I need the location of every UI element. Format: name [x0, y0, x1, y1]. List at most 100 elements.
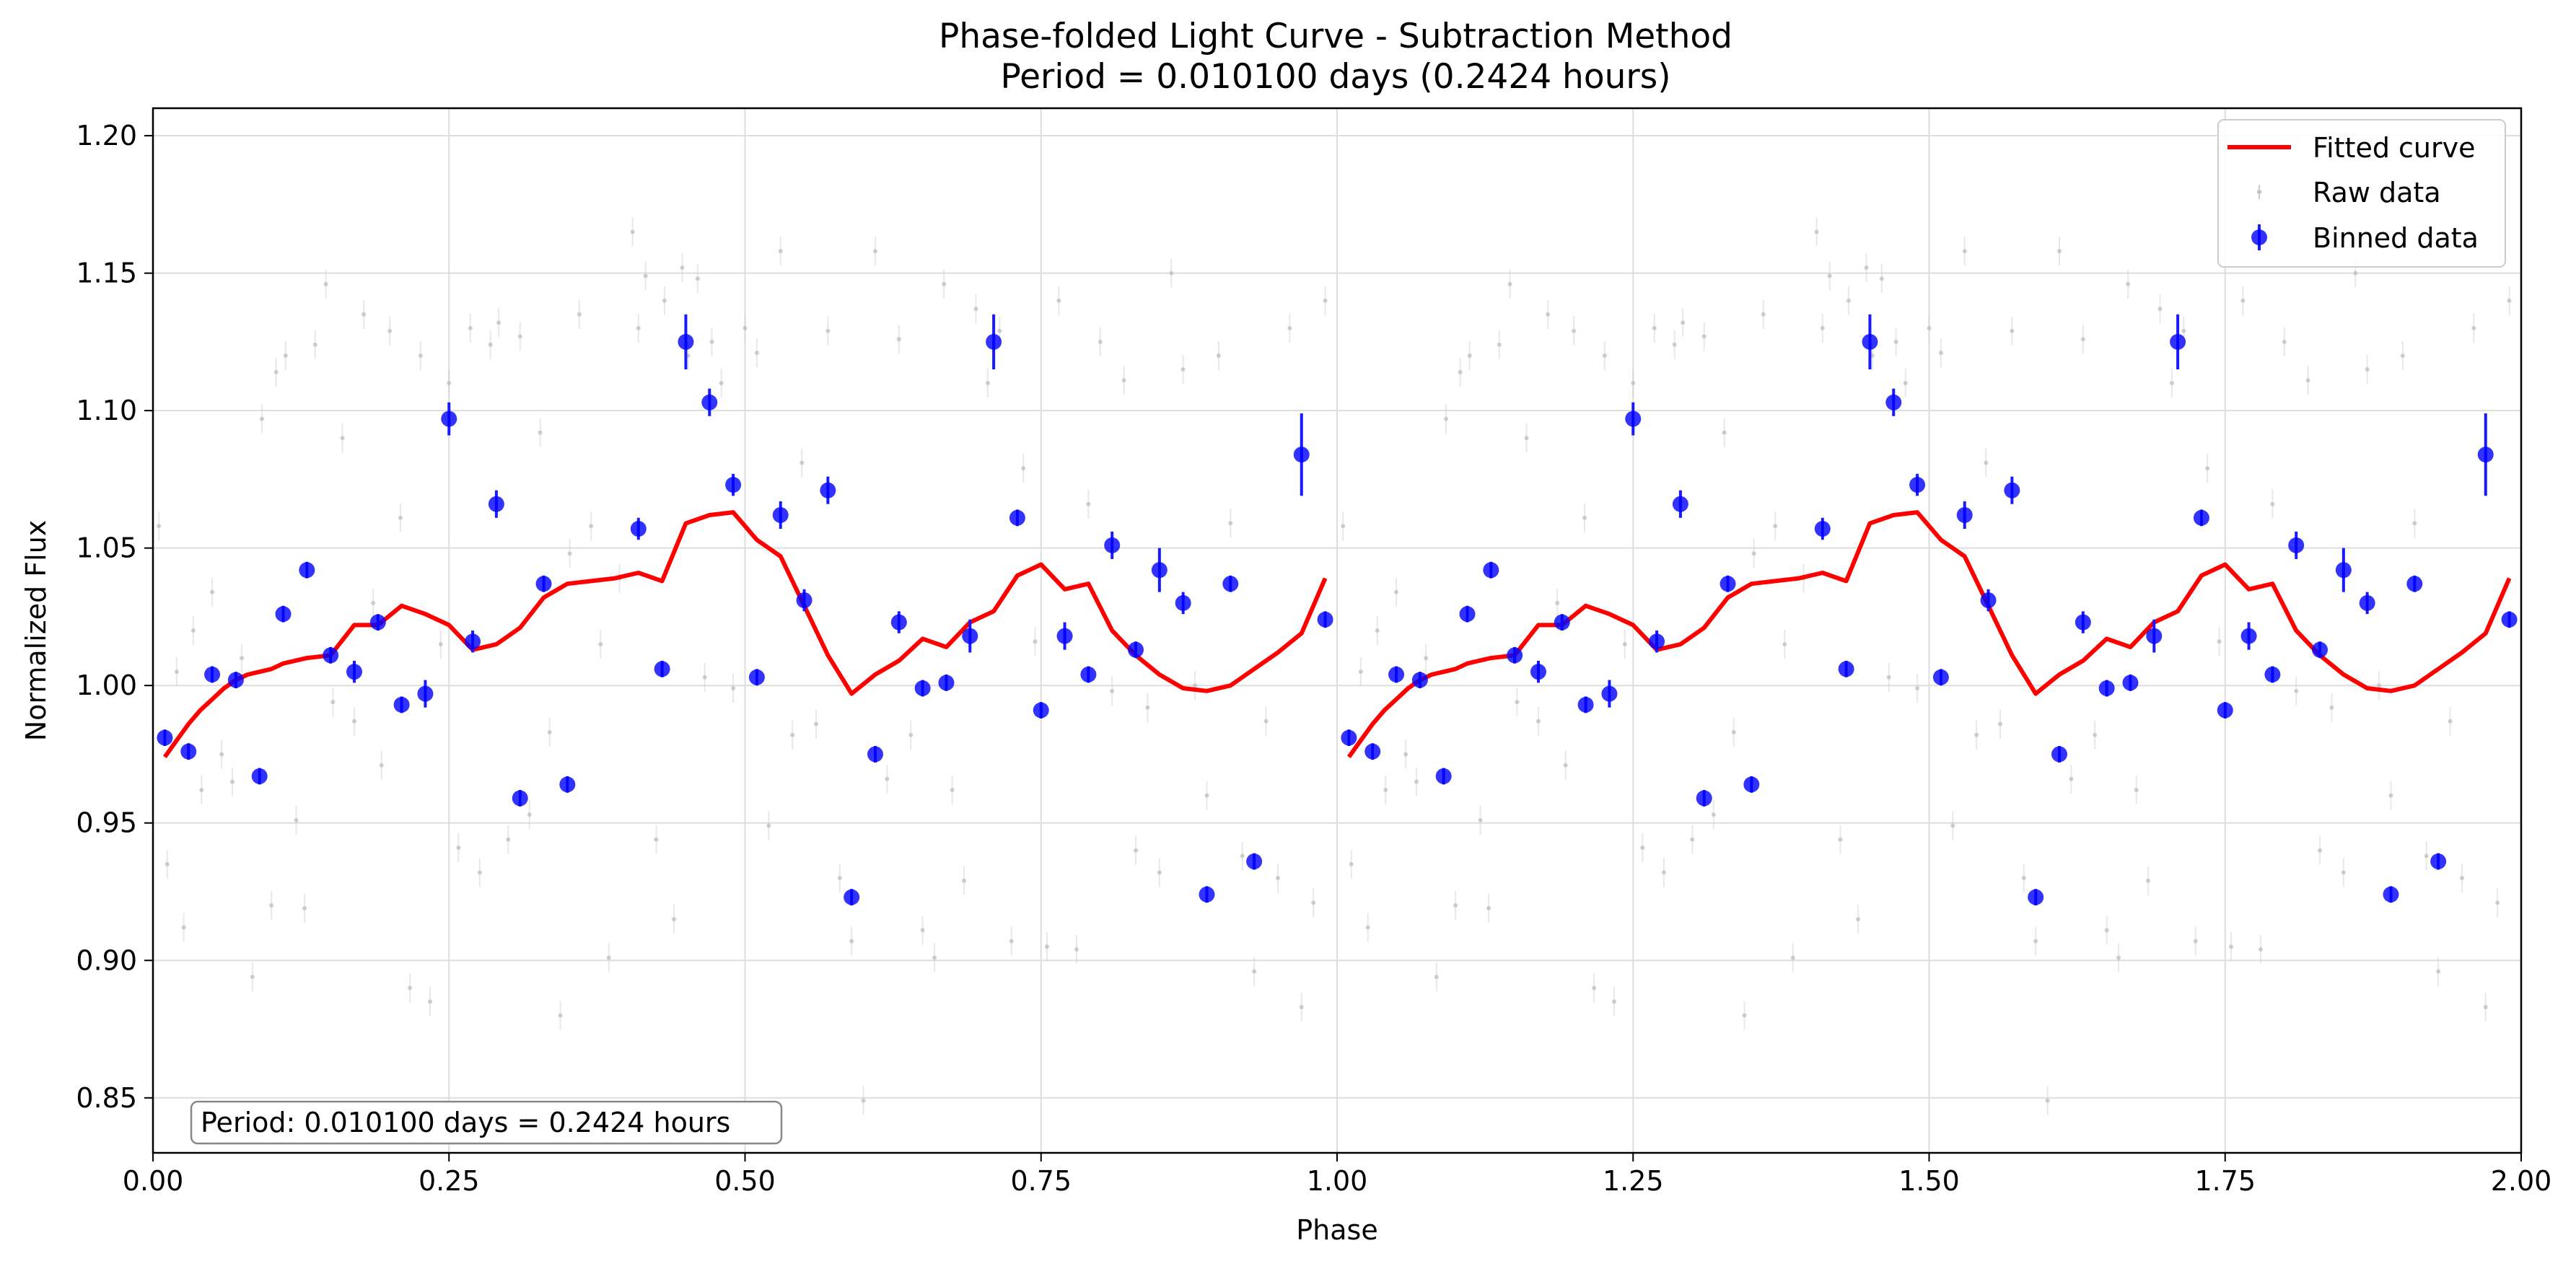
raw-point	[672, 917, 677, 922]
raw-point	[1711, 812, 1716, 817]
binned-point	[299, 562, 315, 579]
binned-point	[2098, 680, 2115, 697]
raw-point	[1974, 732, 1979, 737]
binned-point	[772, 506, 789, 523]
raw-point	[1652, 325, 1657, 330]
chart-title: Phase-folded Light Curve - Subtraction M…	[939, 17, 1732, 56]
binned-point	[1459, 606, 1476, 623]
binned-point	[1743, 776, 1760, 793]
binned-point	[962, 628, 978, 644]
binned-point	[844, 889, 860, 905]
raw-point	[567, 551, 572, 556]
legend-fitted-label: Fitted curve	[2313, 132, 2476, 164]
raw-point	[1661, 870, 1666, 875]
raw-point	[920, 928, 925, 933]
raw-point	[1582, 515, 1587, 520]
raw-point	[1515, 700, 1520, 705]
raw-point	[985, 381, 990, 386]
raw-point	[2080, 337, 2085, 342]
raw-point	[1033, 639, 1038, 644]
raw-point	[488, 342, 493, 347]
binned-point	[1435, 768, 1452, 784]
raw-point	[1287, 325, 1292, 330]
raw-point	[259, 416, 264, 421]
raw-point	[1074, 947, 1079, 952]
raw-point	[1681, 320, 1686, 325]
x-tick-label: 0.25	[419, 1165, 480, 1197]
raw-point	[2217, 639, 2222, 644]
axis-ticks: 0.00 0.25 0.50 0.75 1.00 1.25 1.50 1.75 2.00 0.85…	[76, 120, 2551, 1197]
binned-point	[2122, 675, 2139, 691]
raw-point	[1098, 339, 1103, 344]
binned-point	[417, 685, 434, 702]
binned-data-points	[157, 314, 2518, 906]
raw-point	[2270, 501, 2275, 506]
raw-point	[2412, 521, 2417, 526]
raw-point	[1731, 729, 1736, 734]
legend-binned-swatch	[2251, 229, 2267, 245]
binned-point	[654, 661, 670, 677]
raw-point	[2116, 955, 2121, 960]
raw-point	[1938, 351, 1943, 356]
raw-point	[1950, 823, 1955, 828]
raw-point	[190, 628, 196, 633]
binned-point	[1649, 633, 1665, 650]
y-tick-label: 1.00	[76, 669, 137, 701]
raw-point	[517, 334, 522, 339]
chart-subtitle: Period = 0.010100 days (0.2424 hours)	[1000, 57, 1670, 97]
binned-point	[1175, 594, 1191, 611]
raw-point	[1478, 817, 1483, 822]
raw-point	[1453, 903, 1458, 908]
binned-point	[275, 606, 292, 623]
raw-point	[1228, 521, 1233, 526]
raw-point	[1722, 430, 1727, 435]
raw-point	[2258, 947, 2263, 952]
raw-point	[283, 353, 288, 358]
raw-point	[477, 870, 482, 875]
x-tick-label: 1.00	[1307, 1165, 1368, 1197]
raw-point	[2329, 705, 2334, 710]
raw-point	[496, 320, 501, 325]
raw-point	[174, 669, 179, 675]
raw-point	[643, 273, 648, 278]
y-tick-label: 1.05	[76, 532, 137, 564]
raw-point	[2471, 325, 2476, 330]
raw-point	[1086, 501, 1091, 506]
binned-point	[986, 333, 1002, 350]
binned-point	[2312, 641, 2329, 658]
raw-point	[1349, 861, 1354, 866]
legend-binned-label: Binned data	[2313, 222, 2479, 254]
raw-point	[547, 729, 552, 734]
raw-point	[351, 719, 356, 724]
raw-point	[1497, 342, 1502, 347]
raw-point	[1864, 265, 1869, 271]
y-tick-label: 1.20	[76, 120, 137, 152]
raw-point	[1773, 524, 1778, 529]
fitted-curve	[162, 510, 1328, 759]
raw-point	[1602, 353, 1607, 358]
raw-point	[387, 328, 393, 333]
raw-point	[630, 229, 635, 234]
binned-point	[914, 680, 931, 697]
raw-point	[506, 837, 511, 842]
raw-point	[157, 524, 162, 529]
raw-point	[1546, 312, 1551, 317]
raw-point	[1879, 276, 1884, 281]
raw-point	[1572, 328, 1577, 333]
raw-point	[379, 763, 384, 768]
binned-point	[2430, 853, 2447, 870]
raw-point	[709, 339, 714, 344]
raw-point	[1672, 342, 1677, 347]
legend-raw-label: Raw data	[2313, 177, 2441, 208]
binned-point	[2264, 666, 2281, 682]
raw-point	[1240, 853, 1245, 859]
raw-point	[2240, 298, 2246, 303]
raw-point	[418, 353, 423, 358]
binned-point	[1341, 729, 1357, 746]
raw-point	[695, 276, 700, 281]
raw-point	[269, 903, 274, 908]
binned-point	[1246, 853, 1263, 870]
raw-point	[2483, 1005, 2488, 1010]
raw-point	[527, 812, 532, 817]
binned-point	[1885, 394, 1902, 410]
